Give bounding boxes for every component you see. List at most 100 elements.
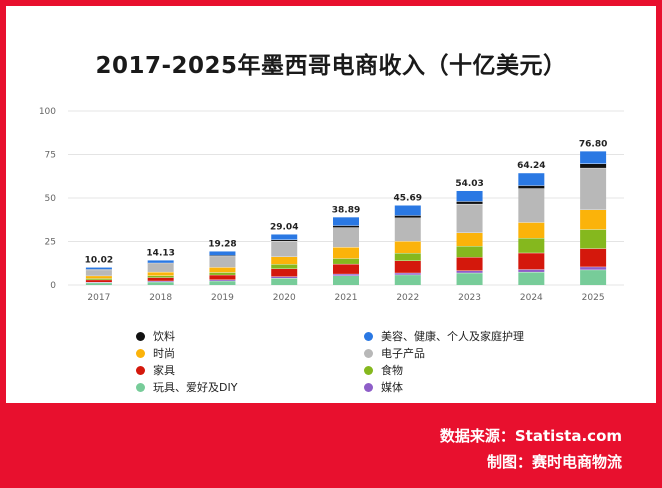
bar-total-label: 45.69 [394, 193, 422, 203]
legend-label: 电子产品 [381, 347, 425, 360]
bar-segment-2019-1 [209, 279, 236, 281]
bar-segment-2020-0 [271, 278, 298, 285]
bar-segment-2019-7 [209, 251, 236, 256]
x-tick-label: 2024 [520, 293, 543, 303]
bar-segment-2018-4 [147, 271, 174, 276]
bar-segment-2018-0 [147, 281, 174, 285]
legend-item[interactable]: 美容、健康、个人及家庭护理 [364, 328, 524, 344]
y-tick-label: 0 [50, 281, 56, 291]
legend-item[interactable]: 家具 [136, 362, 175, 378]
bar-segment-2023-5 [456, 203, 483, 233]
legend-marker-icon [364, 331, 373, 341]
bar-segment-2021-2 [333, 263, 359, 274]
bar-total-label: 29.04 [270, 222, 298, 232]
bar-segment-2017-3 [85, 278, 112, 280]
chart-card: 2017-2025年墨西哥电商收入（十亿美元） 0 25 50 75 100 10.02 2… [6, 6, 656, 403]
bar-segment-2020-5 [271, 240, 298, 257]
bar-segment-2020-6 [271, 239, 298, 241]
bar-segment-2022-4 [394, 241, 421, 253]
bar-segment-2018-2 [147, 277, 174, 281]
legend-item[interactable]: 媒体 [364, 379, 403, 395]
bar-segment-2024-0 [518, 271, 545, 285]
bar-segment-2025-3 [580, 229, 607, 249]
bar-segment-2025-7 [580, 151, 607, 164]
y-tick-label: 25 [45, 238, 56, 248]
bar-segment-2019-0 [209, 280, 236, 285]
bar-segment-2021-7 [333, 217, 359, 226]
bar-segment-2021-5 [333, 227, 359, 248]
x-tick-label: 2025 [582, 293, 605, 303]
bar-segment-2019-6 [209, 255, 236, 257]
legend-item[interactable]: 玩具、爱好及DIY [136, 379, 237, 395]
bar-total-label: 19.28 [208, 239, 236, 249]
legend-label: 玩具、爱好及DIY [153, 381, 238, 394]
x-tick-label: 2018 [149, 293, 172, 303]
bar-segment-2022-6 [394, 215, 421, 218]
bar-segment-2021-4 [333, 247, 359, 259]
x-tick-label: 2019 [211, 293, 234, 303]
bar-segment-2020-2 [271, 268, 298, 277]
legend-label: 食物 [381, 364, 403, 377]
legend-marker-icon [364, 365, 373, 375]
chart-title: 2017-2025年墨西哥电商收入（十亿美元） [95, 53, 567, 79]
bar-segment-2020-4 [271, 256, 298, 265]
bar-segment-2021-3 [333, 258, 359, 264]
legend-label: 时尚 [153, 347, 175, 360]
x-tick-label: 2021 [335, 293, 358, 303]
legend-label: 美容、健康、个人及家庭护理 [381, 330, 524, 343]
bar-segment-2024-1 [518, 269, 545, 272]
bar-segment-2025-1 [580, 266, 607, 270]
legend-item[interactable]: 时尚 [136, 345, 175, 361]
chart-legend: 饮料时尚家具玩具、爱好及DIY 美容、健康、个人及家庭护理 电子产品食物媒体 [136, 328, 606, 394]
bar-segment-2022-5 [394, 217, 421, 242]
x-tick-label: 2020 [273, 293, 296, 303]
bar-segment-2021-6 [333, 225, 359, 228]
bar-segment-2017-0 [85, 282, 112, 285]
bar-segment-2019-4 [209, 267, 236, 273]
x-tick-label: 2023 [458, 293, 481, 303]
legend-marker-icon [136, 382, 145, 392]
bar-total-label: 38.89 [332, 205, 360, 215]
bar-segment-2024-4 [518, 222, 545, 239]
bar-segment-2024-6 [518, 185, 545, 189]
legend-marker-icon [364, 348, 373, 358]
bar-segment-2019-3 [209, 272, 236, 275]
bar-segment-2024-5 [518, 188, 545, 223]
bar-segment-2021-0 [333, 275, 359, 285]
x-tick-label: 2022 [396, 293, 419, 303]
bar-segment-2022-1 [394, 272, 421, 275]
bar-total-label: 76.80 [579, 139, 607, 149]
legend-marker-icon [136, 331, 145, 341]
x-tick-label: 2017 [87, 293, 110, 303]
legend-item[interactable]: 饮料 [136, 328, 175, 344]
bar-segment-2024-2 [518, 252, 545, 270]
bar-segment-2022-0 [394, 274, 421, 285]
y-tick-label: 100 [39, 107, 56, 117]
bar-segment-2023-6 [456, 201, 483, 204]
bar-segment-2018-3 [147, 275, 174, 278]
bar-segment-2024-3 [518, 238, 545, 253]
bar-segment-2023-0 [456, 272, 483, 285]
bar-segment-2022-2 [394, 260, 421, 273]
y-tick-label: 75 [45, 151, 56, 161]
bar-segment-2025-5 [580, 167, 607, 210]
bar-segment-2023-4 [456, 232, 483, 247]
bar-segment-2020-3 [271, 264, 298, 269]
bar-segment-2017-7 [85, 267, 112, 270]
legend-marker-icon [364, 382, 373, 392]
bar-segment-2023-7 [456, 190, 483, 202]
bar-segment-2020-7 [271, 234, 298, 240]
legend-label: 媒体 [381, 381, 403, 394]
bar-segment-2025-6 [580, 163, 607, 168]
y-tick-label: 50 [45, 194, 57, 204]
bar-total-label: 54.03 [455, 179, 483, 189]
legend-label: 饮料 [153, 330, 175, 343]
legend-item[interactable]: 食物 [364, 362, 403, 378]
legend-marker-icon [136, 365, 145, 375]
source-text: 数据来源：Statista.com [439, 427, 622, 445]
legend-item[interactable]: 电子产品 [364, 345, 425, 361]
bar-segment-2017-2 [85, 279, 112, 283]
legend-marker-icon [136, 348, 145, 358]
stacked-bar-chart: 0 25 50 75 100 10.02 2017 14.13 2018 19.28 2019 29.… [39, 107, 624, 303]
bar-segment-2025-4 [580, 209, 607, 230]
